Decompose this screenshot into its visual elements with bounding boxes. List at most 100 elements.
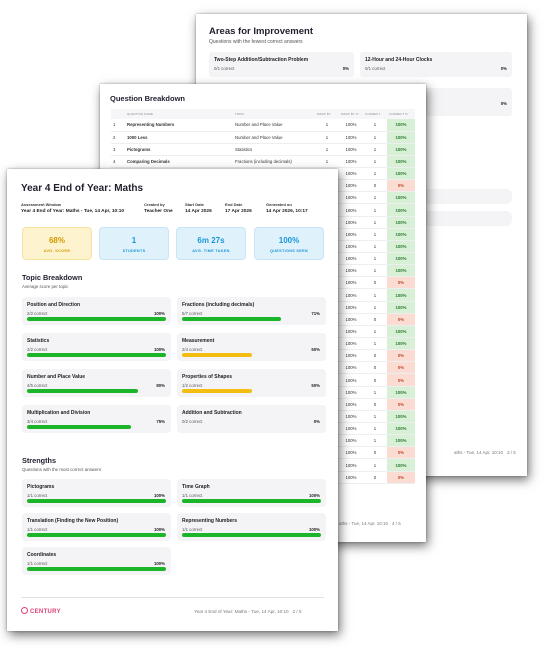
correct-percent: 100% [387,252,415,266]
correct-count: 1 [363,191,387,205]
topic-correct: 1/2 correct [182,383,203,388]
improvement-percent: 0% [500,66,507,71]
correct-percent: 100% [387,131,415,144]
strength-name: Time Graph [182,484,210,490]
strength-correct: 1/1 correct [182,493,203,498]
correct-count: 1 [363,301,387,314]
areas-for-improvement-title: Areas for Improvement [209,26,314,37]
stat-questions-seen: 100% QUESTIONS SEEN [254,227,324,260]
topic-correct: 0/2 correct [182,419,203,424]
correct-percent: 0% [387,446,415,460]
question-name: Comparing Decimals [125,155,233,169]
correct-count: 1 [363,252,387,266]
improvement-name: Two-Step Addition/Subtraction Problem [214,57,309,63]
correct-count: 1 [363,422,387,436]
footer-text: Year 4 End of Year: Maths - Tue, 14 Apr,… [194,609,289,614]
column-header: MARK BY % [341,112,359,116]
report-page-2: Year 4 End of Year: Maths Assessment Win… [7,169,338,631]
topic-progress-bar [27,317,166,321]
correct-percent: 100% [387,386,415,399]
meta-value: 14 Apr 2026 [185,209,212,214]
correct-count: 1 [363,458,387,472]
topic-percent: 75% [156,419,165,424]
column-header: MARK BY [317,112,331,116]
table-row: 4 Comparing Decimals Fractions (including … [111,155,415,169]
question-name: 1000 Less [125,131,233,144]
topic-correct: 3/4 correct [27,419,48,424]
improvement-correct: 0/1 correct [365,66,386,71]
strength-progress-bar [182,533,321,537]
meta-value: 17 Apr 2026 [225,209,252,214]
mark-by-percent: 100% [339,155,363,169]
correct-percent: 100% [387,288,415,302]
correct-percent: 100% [387,228,415,241]
meta-created-by: Created by Teacher One [144,202,173,214]
topic-percent: 80% [156,383,165,388]
meta-value: Year 4 End of Year: Maths - Tue, 14 Apr,… [21,209,125,214]
topic-percent: 71% [311,311,320,316]
question-name: Pictograms [125,143,233,156]
meta-label: Start Date [185,202,204,207]
mark-by-percent: 100% [339,203,363,217]
correct-percent: 100% [387,264,415,278]
correct-count: 1 [363,264,387,278]
correct-percent: 100% [387,434,415,448]
mark-by-percent: 100% [339,471,363,484]
stat-value: 1 [131,236,137,245]
correct-count: 0 [363,361,387,375]
page-footer: Year 4 End of Year: Maths - Tue, 14 Apr,… [194,609,302,614]
mark-by-percent: 100% [339,252,363,266]
topic-name: Statistics [27,338,50,344]
strengths-subtitle: Questions with the most correct answers [22,467,102,472]
correct-count: 0 [363,349,387,363]
table-header-row: QUESTION NAME TOPIC MARK BY MARK BY % CO… [111,109,415,119]
topic-breakdown-subtitle: Average score per topic [22,284,69,289]
mark-by: 1 [315,155,339,169]
topic-progress-bar [182,353,252,357]
stat-value: 68% [48,236,65,245]
correct-count: 1 [363,434,387,448]
correct-percent: 0% [387,398,415,411]
strength-name: Pictograms [27,484,55,490]
mark-by-percent: 100% [339,240,363,254]
strength-card: Translation (Finding the New Position) 1… [22,513,171,541]
row-number: 4 [111,155,125,169]
meta-start-date: Start Date 14 Apr 2026 [185,202,212,214]
page-number: 4 / 5 [392,521,401,526]
correct-percent: 100% [387,216,415,229]
topic-percent: 50% [311,383,320,388]
correct-percent: 100% [387,337,415,351]
page-title: Year 4 End of Year: Maths [21,183,144,194]
strength-name: Coordinates [27,552,57,558]
topic-correct: 2/4 correct [182,347,203,352]
correct-count: 1 [363,386,387,399]
topic-progress-bar [27,389,139,393]
correct-count: 0 [363,398,387,411]
strength-correct: 1/1 correct [27,527,48,532]
mark-by-percent: 100% [339,434,363,448]
stat-avg-score: 68% AVG. SCORE [22,227,92,260]
mark-by-percent: 100% [339,131,363,144]
mark-by-percent: 100% [339,119,363,132]
topic-percent: 100% [154,311,165,316]
table-row: 1 Representing Numbers Number and Place Va… [111,119,415,132]
topic-percent: 100% [154,347,165,352]
topic-name: Multiplication and Division [27,410,91,416]
improvement-percent: 0% [342,66,349,71]
correct-count: 0 [363,471,387,484]
page-footer: aths - Tue, 14 Apr, 10:10 3 / 5 [454,450,516,455]
strength-card: Coordinates 1/1 correct 100% [22,547,171,575]
correct-count: 1 [363,203,387,217]
improvement-correct: 0/1 correct [214,66,235,71]
correct-count: 1 [363,143,387,156]
question-topic: Fractions (including decimals) [233,155,315,169]
topic-name: Measurement [182,338,215,344]
mark-by-percent: 100% [339,373,363,387]
topic-card: Number and Place Value 4/5 correct 80% [22,369,171,397]
correct-percent: 0% [387,179,415,193]
logo-text: CENTURY [30,609,61,615]
mark-by-percent: 100% [339,349,363,363]
correct-count: 1 [363,228,387,241]
mark-by-percent: 100% [339,143,363,156]
mark-by-percent: 100% [339,458,363,472]
